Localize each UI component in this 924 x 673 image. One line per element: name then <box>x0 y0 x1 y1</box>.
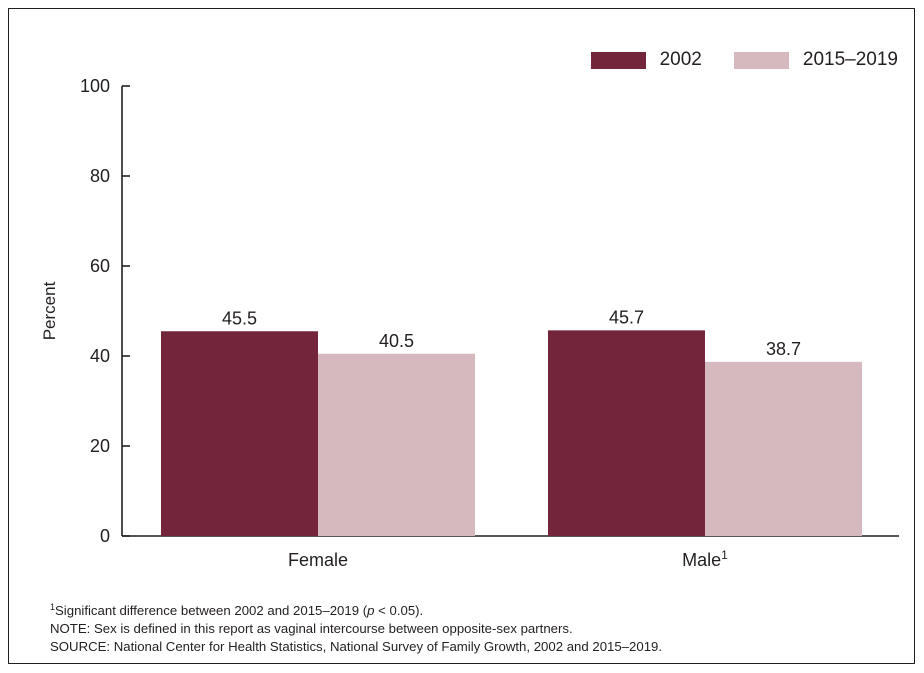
note-text: NOTE: Sex is defined in this report as v… <box>50 621 573 636</box>
data-label: 40.5 <box>379 331 414 351</box>
y-tick-label: 0 <box>100 526 110 546</box>
y-tick-label: 60 <box>90 256 110 276</box>
source-text: SOURCE: National Center for Health Stati… <box>50 639 663 654</box>
bar-chart: 0 20 40 60 80 100 Percent 45.5 40.5 Female 45.7 38.… <box>40 76 899 570</box>
legend-label-2015-2019: 2015–2019 <box>802 49 898 70</box>
y-tick-label: 20 <box>90 436 110 456</box>
x-tick-label-male: Male1 <box>682 548 728 570</box>
legend: 2002 2015–2019 <box>559 49 898 71</box>
footnote-text-end: < 0.05). <box>374 603 424 618</box>
data-label: 38.7 <box>766 339 801 359</box>
chart-frame: 0 20 40 60 80 100 Percent 45.5 40.5 Female 45.7 38.… <box>8 8 915 664</box>
y-tick-label: 40 <box>90 346 110 366</box>
bar-female-2002 <box>161 331 318 536</box>
legend-swatch-2015-2019 <box>733 51 789 69</box>
y-tick-label: 100 <box>80 76 110 96</box>
legend-item-2015-2019: 2015–2019 <box>733 49 898 71</box>
y-tick-label: 80 <box>90 166 110 186</box>
footnote-text: Significant difference between 2002 and … <box>55 603 368 618</box>
legend-label-2002: 2002 <box>659 49 702 70</box>
bar-male-2002 <box>548 330 705 536</box>
footnote-marker: 1 <box>50 602 56 612</box>
legend-swatch-2002 <box>590 51 646 69</box>
x-tick-label-female: Female <box>288 550 348 570</box>
data-label: 45.7 <box>609 307 644 327</box>
chart-notes: 1Significant difference between 2002 and… <box>50 602 662 656</box>
y-axis-title: Percent <box>40 281 59 340</box>
x-tick-superscript: 1 <box>721 548 728 562</box>
bar-male-2015-2019 <box>705 361 862 536</box>
data-label: 45.5 <box>222 308 257 328</box>
legend-item-2002: 2002 <box>590 49 702 71</box>
footnote: 1Significant difference between 2002 and… <box>50 602 662 620</box>
bar-female-2015-2019 <box>318 353 475 536</box>
footnote-p: p <box>367 603 375 618</box>
